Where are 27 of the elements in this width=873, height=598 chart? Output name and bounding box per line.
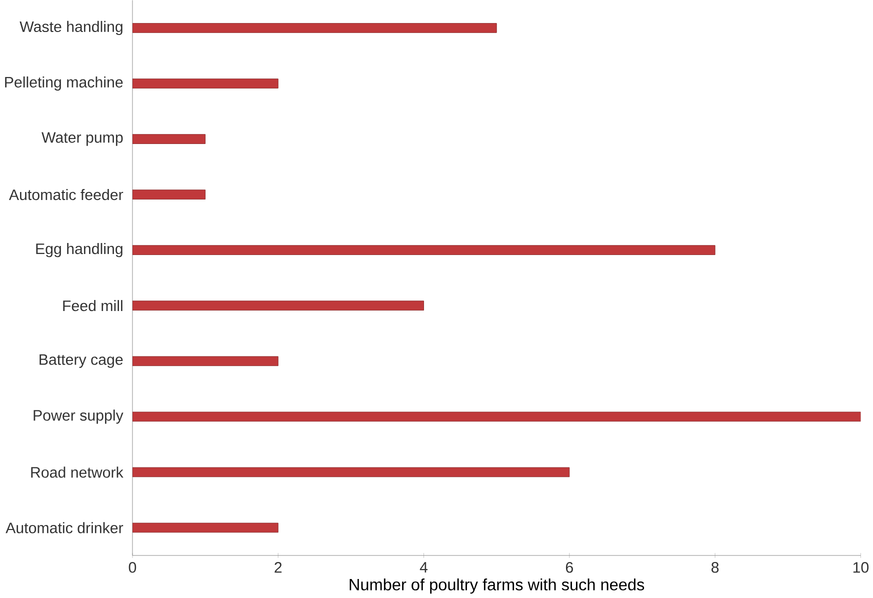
bar (132, 245, 716, 256)
x-axis-title: Number of poultry farms with such needs (350, 578, 644, 594)
x-tick-label: 8 (712, 562, 719, 574)
bar (132, 23, 497, 34)
y-tick-label: Egg handling (36, 243, 122, 258)
x-tick-label: 4 (420, 562, 428, 573)
y-tick-label: Automatic feeder (8, 189, 124, 200)
bar (132, 78, 278, 89)
y-tick-label: Road network (31, 466, 124, 478)
y-tick-label: Power supply (34, 410, 124, 424)
x-tick-label: 10 (853, 562, 869, 574)
bar (132, 190, 206, 200)
y-tick-label: Waste handling (20, 21, 122, 36)
x-tick-label: 6 (566, 562, 573, 574)
y-tick-label: Feed mill (63, 300, 122, 312)
bar (132, 468, 570, 478)
bar (132, 356, 278, 366)
y-tick-label: Pelleting machine (5, 76, 123, 91)
bar (132, 412, 861, 422)
bar (132, 134, 206, 144)
bar (132, 300, 424, 311)
y-tick-label: Automatic drinker (6, 522, 124, 534)
y-tick-label: Water pump (42, 132, 123, 146)
x-tick-label: 2 (274, 562, 282, 573)
x-tick-label: 0 (128, 562, 136, 574)
y-tick-label: Battery cage (40, 354, 123, 368)
bar (132, 523, 278, 533)
